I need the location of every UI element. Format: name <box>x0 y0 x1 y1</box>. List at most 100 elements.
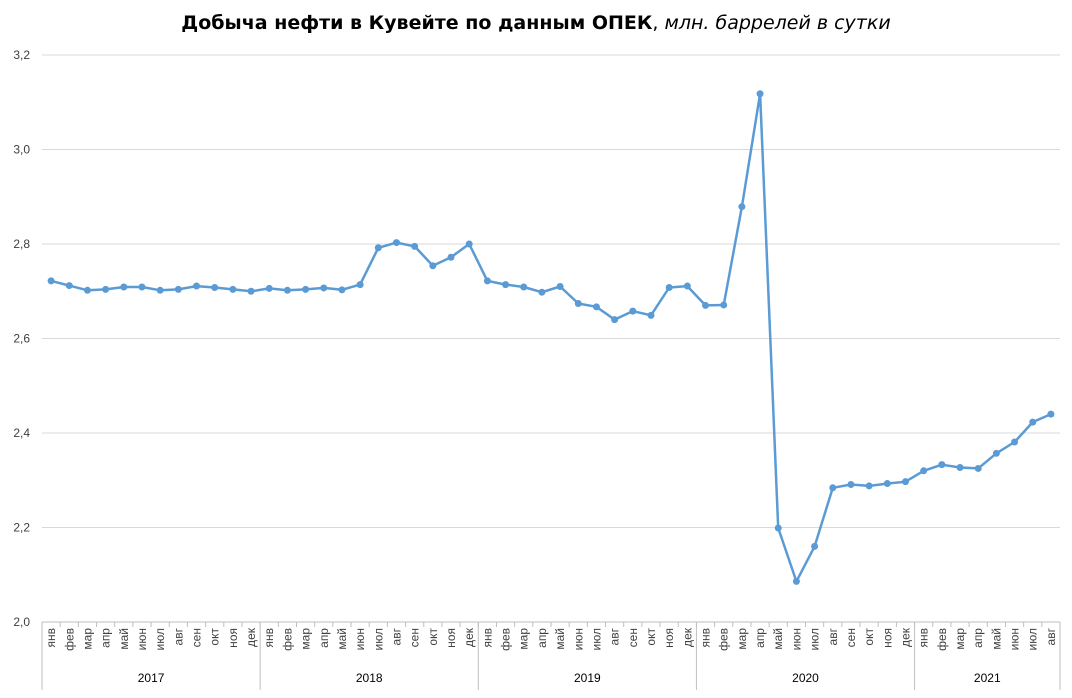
x-tick-label: мар <box>735 628 749 650</box>
x-year-label: 2019 <box>574 671 601 685</box>
data-point <box>338 286 346 294</box>
x-tick-label: янв <box>480 628 494 648</box>
x-tick-label: дек <box>462 627 476 647</box>
x-tick-label: июл <box>589 628 603 650</box>
x-tick-label: июл <box>808 628 822 650</box>
x-tick-label: фев <box>935 628 949 651</box>
x-tick-label: фев <box>717 628 731 651</box>
x-year-label: 2021 <box>974 671 1001 685</box>
data-point <box>665 283 673 291</box>
x-tick-label: июн <box>789 628 803 650</box>
data-point <box>447 253 455 261</box>
x-year-label: 2017 <box>138 671 165 685</box>
chart-title-separator: , <box>652 12 665 34</box>
x-tick-label: июл <box>1026 628 1040 650</box>
x-tick-label: сен <box>408 628 422 647</box>
data-point <box>774 524 782 532</box>
data-point <box>283 286 291 294</box>
y-tick-label: 2,8 <box>13 237 30 251</box>
x-year-label: 2018 <box>356 671 383 685</box>
x-tick-label: янв <box>262 628 276 648</box>
x-tick-label: мар <box>953 628 967 650</box>
x-tick-label: май <box>553 628 567 650</box>
data-point <box>702 301 710 309</box>
x-tick-label: фев <box>499 628 513 651</box>
data-point <box>683 282 691 290</box>
data-point <box>229 285 237 293</box>
chart-title-main: Добыча нефти в Кувейте по данным ОПЕК <box>181 12 653 34</box>
x-axis-month-labels: янв фев мар апр май июн июл авг сен окт ноя дек янв ф… <box>44 627 1058 651</box>
data-point <box>47 277 55 285</box>
x-tick-label: апр <box>753 628 767 648</box>
data-point <box>901 478 909 486</box>
data-point <box>756 90 764 98</box>
y-tick-label: 3,0 <box>13 143 30 157</box>
x-tick-label: сен <box>626 628 640 647</box>
data-point <box>483 277 491 285</box>
x-tick-label: июл <box>371 628 385 650</box>
x-tick-label: апр <box>317 628 331 648</box>
data-point <box>102 285 110 293</box>
x-tick-label: июн <box>1008 628 1022 650</box>
x-tick-label: дек <box>244 627 258 647</box>
x-tick-label: окт <box>862 628 876 646</box>
data-point <box>938 461 946 469</box>
x-tick-label: янв <box>917 628 931 648</box>
chart-title-unit: млн. баррелей в сутки <box>664 12 891 34</box>
x-tick-label: июн <box>353 628 367 650</box>
x-tick-label: май <box>117 628 131 650</box>
data-point <box>792 577 800 585</box>
data-point <box>992 449 1000 457</box>
chart-title: Добыча нефти в Кувейте по данным ОПЕК, м… <box>0 12 1072 34</box>
data-point <box>356 281 364 289</box>
data-point <box>83 286 91 294</box>
data-point <box>429 262 437 270</box>
gridlines <box>42 54 1060 528</box>
y-axis-tick-labels: 2,0 2,2 2,4 2,6 2,8 3,0 3,2 <box>13 48 30 629</box>
data-point <box>920 467 928 475</box>
x-tick-label: дек <box>680 627 694 647</box>
data-point <box>538 288 546 296</box>
y-tick-label: 2,6 <box>13 332 30 346</box>
x-tick-label: июн <box>135 628 149 650</box>
data-point <box>556 283 564 291</box>
data-point <box>247 287 255 295</box>
data-point <box>193 282 201 290</box>
x-year-label: 2020 <box>792 671 819 685</box>
data-point <box>320 284 328 292</box>
data-point <box>574 300 582 308</box>
data-point <box>392 239 400 247</box>
data-point <box>956 463 964 471</box>
data-point <box>1011 438 1019 446</box>
axes <box>41 621 1061 690</box>
x-tick-label: авг <box>389 627 403 645</box>
series-line <box>50 92 1052 583</box>
x-tick-label: май <box>989 628 1003 650</box>
data-point <box>138 283 146 291</box>
x-tick-label: сен <box>190 628 204 647</box>
x-tick-label: окт <box>426 628 440 646</box>
x-tick-label: янв <box>699 628 713 648</box>
data-point <box>811 542 819 550</box>
data-point <box>974 464 982 472</box>
x-tick-label: май <box>335 628 349 650</box>
x-axis-year-labels: 2017 2018 2019 2020 2021 <box>138 671 1001 685</box>
x-tick-label: сен <box>844 628 858 647</box>
x-tick-label: фев <box>280 628 294 651</box>
data-point <box>411 242 419 250</box>
data-point <box>647 311 655 319</box>
x-tick-label: апр <box>535 628 549 648</box>
y-tick-label: 2,0 <box>13 615 30 629</box>
data-point <box>738 203 746 211</box>
data-point <box>156 286 164 294</box>
x-tick-label: июл <box>153 628 167 650</box>
data-point <box>720 301 728 309</box>
x-tick-label: май <box>771 628 785 650</box>
x-tick-label: ноя <box>444 628 458 648</box>
x-tick-label: авг <box>826 627 840 645</box>
data-point <box>1047 410 1055 418</box>
data-point <box>865 482 873 490</box>
data-point <box>174 285 182 293</box>
x-tick-label: мар <box>299 628 313 650</box>
